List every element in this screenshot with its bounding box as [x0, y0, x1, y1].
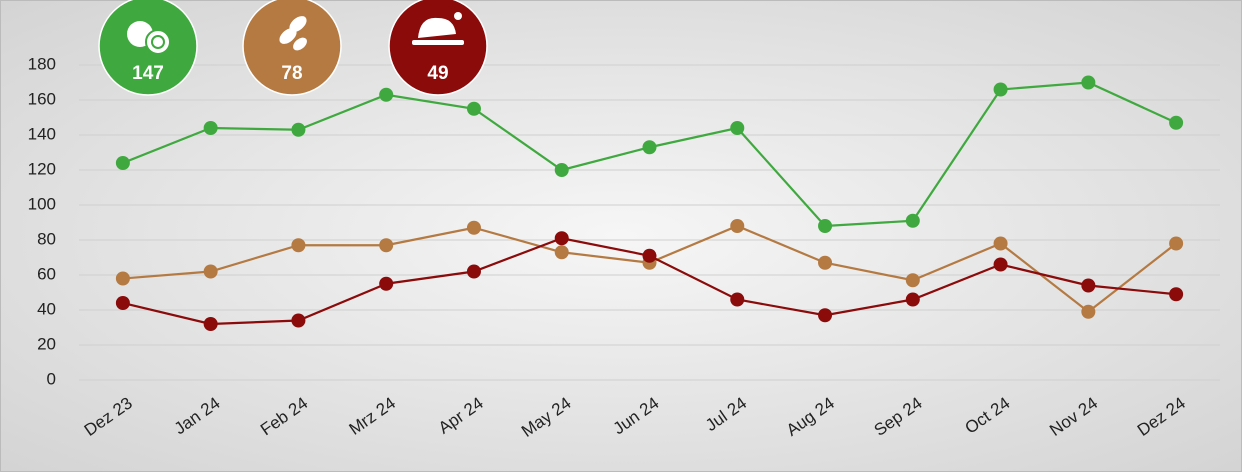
point [291, 313, 306, 328]
point [554, 245, 569, 260]
point [379, 276, 394, 291]
y-tick-label: 40 [37, 299, 56, 318]
icon [454, 12, 462, 20]
point [993, 236, 1008, 251]
point [203, 121, 218, 135]
point [466, 101, 481, 116]
y-tick-label: 20 [37, 334, 56, 353]
point [993, 82, 1008, 97]
y-tick-label: 160 [28, 89, 56, 108]
point [1081, 278, 1096, 293]
point [115, 296, 130, 310]
point [379, 238, 394, 253]
badge [242, 0, 342, 96]
point [379, 87, 394, 102]
y-tick-label: 180 [28, 54, 56, 73]
y-tick-label: 80 [37, 229, 56, 248]
point [730, 219, 745, 233]
point [1169, 236, 1184, 251]
point [203, 264, 218, 279]
point [1169, 287, 1184, 302]
point [730, 292, 745, 307]
point [466, 264, 481, 279]
plot [115, 75, 1184, 331]
point [905, 292, 920, 307]
point [115, 156, 130, 170]
point [554, 163, 569, 177]
point [1081, 75, 1096, 90]
badge-value: 49 [427, 63, 448, 84]
point [1081, 304, 1096, 319]
icon [151, 35, 165, 49]
badge-value: 78 [281, 63, 302, 84]
icon [293, 37, 307, 51]
badges: 147 78 49 [98, 0, 488, 96]
icon [412, 40, 464, 45]
icon [279, 28, 297, 44]
point [1169, 115, 1184, 130]
badge-value: 147 [132, 63, 164, 84]
point [642, 248, 657, 263]
y-tick-label: 120 [28, 159, 56, 178]
point [115, 271, 130, 286]
y-tick-label: 60 [37, 264, 56, 283]
point [818, 255, 833, 270]
point [466, 220, 481, 235]
point [993, 257, 1008, 272]
point [291, 238, 306, 253]
icon [418, 17, 456, 38]
y-tick-label: 0 [47, 369, 56, 388]
point [642, 140, 657, 155]
point [554, 231, 569, 246]
point [905, 213, 920, 228]
badge [388, 0, 488, 96]
y-tick-label: 100 [28, 194, 56, 213]
point [905, 273, 920, 288]
point [730, 121, 745, 135]
y-tick-label: 140 [28, 124, 56, 143]
point [818, 308, 833, 323]
icon [289, 16, 307, 32]
point [291, 122, 306, 137]
point [203, 317, 218, 331]
icon [145, 29, 171, 55]
point [818, 219, 833, 233]
